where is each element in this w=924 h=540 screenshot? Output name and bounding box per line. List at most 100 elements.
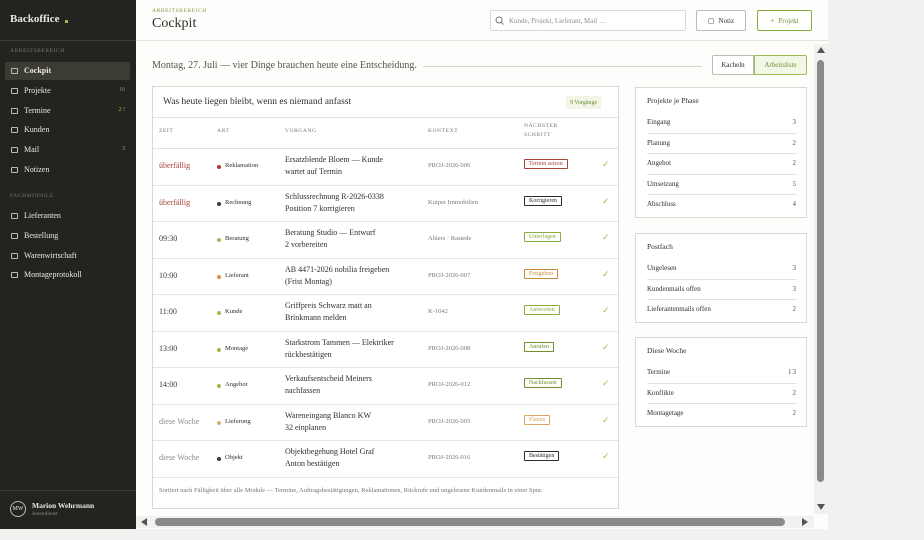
panel-row[interactable]: Konflikte 2	[647, 384, 797, 404]
note-button[interactable]: ▢ Notiz	[696, 10, 746, 31]
check: ✓	[602, 232, 610, 242]
nav-label: Cockpit	[24, 66, 52, 75]
check: ✓	[602, 378, 610, 388]
nav-label: Mail	[24, 145, 40, 155]
panel-row[interactable]: Kundenmails offen 3	[647, 280, 797, 300]
worklist-panel: Was heute liegen bleibt, wenn es niemand…	[152, 86, 619, 509]
scroll-left[interactable]	[141, 518, 147, 526]
panel-row[interactable]: Ungelesen 3	[647, 259, 797, 280]
check: ✓	[602, 195, 610, 206]
brand: Backoffice	[10, 13, 60, 25]
nav-item[interactable]: Bestellung	[5, 227, 130, 245]
task-line: Wareneingang Blanco KW	[285, 410, 371, 420]
column-header: ART	[217, 128, 230, 134]
worklist-row[interactable]: 13:00 Montage Starkstrom Tammen — Elektrik…	[153, 332, 618, 368]
nav-item[interactable]: Cockpit	[5, 62, 130, 80]
worklist-row[interactable]: überfällig Reklamation Ersatzblende Bloem …	[153, 149, 618, 186]
section-title: FACHMODULE	[10, 193, 54, 199]
time: 10:00	[159, 270, 178, 280]
context: Kuiper Immobilien	[428, 198, 479, 206]
worklist-row[interactable]: diese Woche Objekt Objektbegehung Hotel Gr…	[153, 441, 618, 478]
next-step[interactable]: Nachfassen	[524, 378, 562, 388]
next-step[interactable]: Bestätigen	[524, 451, 560, 461]
nav-item[interactable]: Montageprotokoll	[5, 266, 130, 284]
type-dot	[217, 201, 221, 206]
worklist-row[interactable]: 11:00 Kunde Griffpreis Schwarz matt an Brin…	[153, 295, 618, 332]
button-label: Projekt	[778, 16, 799, 25]
panel-label: Planung	[647, 138, 670, 147]
worklist-row[interactable]: überfällig Rechnung Schlussrechnung R-2026…	[153, 186, 618, 222]
nav-icon	[11, 68, 18, 74]
task-line: rückbestätigen	[285, 349, 332, 359]
user-role: Innendienst	[32, 511, 58, 517]
panel-label: Umsetzung	[647, 179, 679, 188]
h-scrollbar[interactable]	[136, 516, 814, 528]
v-scrollbar[interactable]	[814, 44, 828, 514]
task-line: Griffpreis Schwarz matt an	[285, 301, 372, 310]
panel-row[interactable]: Umsetzung 5	[647, 175, 797, 195]
time: überfällig	[159, 161, 191, 170]
nav-label: Montageprotokoll	[24, 270, 82, 280]
count-badge: 9 Vorgänge	[566, 96, 602, 109]
panel-row[interactable]: Abschluss 4	[647, 195, 797, 216]
divider	[0, 490, 136, 491]
nav-badge: 3	[122, 146, 125, 153]
task-line: Objektbegehung Hotel Graf	[285, 447, 375, 456]
avatar[interactable]: MW	[10, 501, 26, 517]
scroll-thumb[interactable]	[155, 518, 785, 526]
next-step[interactable]: Antworten	[524, 305, 560, 315]
panel-label: Abschluss	[647, 200, 676, 208]
type: Lieferant	[225, 271, 249, 279]
worklist-row[interactable]: 09:30 Beratung Beratung Studio — Entwurf 2 …	[153, 222, 618, 259]
nav-icon	[11, 127, 18, 134]
panel-value: 2	[792, 159, 797, 167]
nav-label: Projekte	[24, 85, 51, 95]
next-step[interactable]: Planen	[524, 414, 551, 425]
time: 09:30	[159, 234, 178, 243]
view-toggle[interactable]: Kacheln	[712, 55, 754, 75]
subtitle: Montag, 27. Juli — vier Dinge brauchen h…	[152, 60, 423, 71]
nav-item[interactable]: Mail 3	[5, 141, 130, 159]
nav-item[interactable]: Termine 2 !	[5, 102, 130, 120]
worklist-row[interactable]: 10:00 Lieferant AB 4471-2026 nobilia freig…	[153, 259, 618, 295]
panel-row[interactable]: Termine 13	[647, 363, 797, 384]
nav-icon	[11, 167, 18, 173]
worklist-row[interactable]: diese Woche Lieferung Wareneingang Blanco …	[153, 405, 618, 441]
scroll-up[interactable]	[817, 47, 825, 53]
summary-panel: Projekte je Phase Eingang 3 Planung 2 Angebot…	[635, 87, 807, 218]
context: PROJ-2026-007	[428, 271, 471, 279]
worklist-row[interactable]: 14:00 Angebot Verkaufsentscheid Meiners nac…	[153, 368, 618, 405]
nav-icon	[11, 252, 18, 259]
search-box[interactable]: Kunde, Projekt, Lieferant, Mail …	[490, 10, 686, 31]
worklist-footer: Sortiert nach Fälligkeit über alle Modul…	[159, 487, 543, 494]
nav-item[interactable]: Notizen	[5, 161, 130, 179]
panel-row[interactable]: Lieferantenmails offen 2	[647, 300, 797, 321]
rule	[152, 66, 702, 67]
panel-row[interactable]: Planung 2	[647, 134, 797, 154]
task-line: Verkaufsentscheid Meiners	[285, 374, 372, 383]
scroll-down[interactable]	[817, 504, 825, 510]
view-toggle-active[interactable]: Arbeitsliste	[754, 55, 807, 75]
scroll-thumb[interactable]	[817, 60, 824, 482]
nav-icon	[11, 232, 18, 239]
panel-row[interactable]: Montagetage 2	[647, 404, 797, 425]
scroll-right[interactable]	[802, 518, 808, 526]
panel-row[interactable]: Angebot 2	[647, 154, 797, 175]
type-dot	[217, 274, 221, 279]
nav-item[interactable]: Kunden	[5, 121, 130, 139]
next-step[interactable]: Korrigieren	[524, 195, 562, 206]
next-step[interactable]: Unterlagen	[524, 232, 561, 242]
panel-value: 5	[792, 179, 797, 188]
nav-item[interactable]: Lieferanten	[5, 207, 130, 225]
next-step[interactable]: Termin setzen	[524, 159, 568, 169]
nav-item[interactable]: Projekte 16	[5, 82, 130, 100]
task-line: wartet auf Termin	[285, 167, 343, 176]
panel-value: 3	[792, 284, 797, 293]
context: K-1042	[428, 308, 448, 315]
next-step[interactable]: Freigeben	[524, 268, 558, 279]
context: PROJ-2026-006	[428, 162, 471, 169]
project-button[interactable]: + Projekt	[757, 10, 812, 31]
next-step[interactable]: Anrufen	[524, 341, 554, 352]
panel-row[interactable]: Eingang 3	[647, 113, 797, 134]
nav-item[interactable]: Warenwirtschaft	[5, 247, 130, 265]
